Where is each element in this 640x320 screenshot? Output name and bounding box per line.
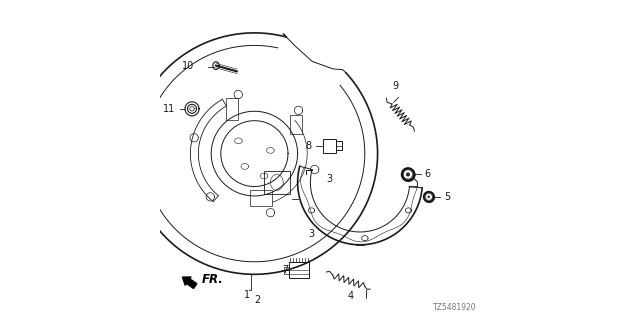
Text: 8: 8 bbox=[306, 140, 312, 151]
Bar bbox=[227, 98, 238, 120]
Text: 6: 6 bbox=[424, 169, 430, 180]
Text: 3: 3 bbox=[308, 228, 315, 239]
Text: 11: 11 bbox=[163, 104, 175, 114]
Text: 7: 7 bbox=[282, 265, 288, 276]
Text: 2: 2 bbox=[255, 295, 260, 305]
Text: TZ5481920: TZ5481920 bbox=[433, 303, 476, 312]
Text: FR.: FR. bbox=[202, 273, 223, 285]
Bar bbox=[291, 115, 302, 134]
FancyArrow shape bbox=[182, 277, 197, 288]
Text: 1: 1 bbox=[244, 290, 250, 300]
Bar bbox=[264, 171, 290, 194]
Text: 3: 3 bbox=[326, 174, 333, 184]
Text: 10: 10 bbox=[182, 60, 195, 71]
Bar bbox=[250, 190, 272, 206]
Text: 4: 4 bbox=[348, 291, 353, 301]
Text: 5: 5 bbox=[444, 192, 450, 202]
Bar bbox=[289, 262, 310, 278]
Bar bbox=[284, 267, 289, 274]
Bar bbox=[323, 139, 336, 153]
Bar bbox=[336, 141, 342, 150]
Text: 9: 9 bbox=[392, 81, 398, 92]
